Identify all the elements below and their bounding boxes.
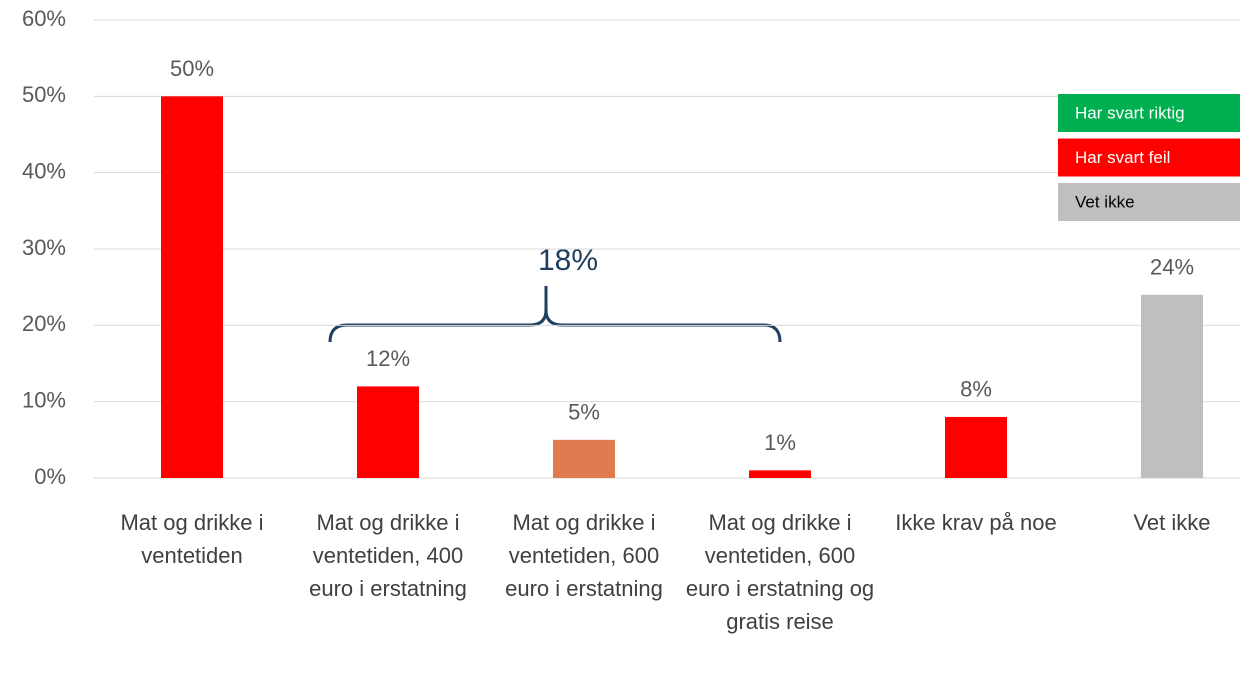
legend-label: Vet ikke <box>1075 192 1135 211</box>
legend-swatch <box>1058 94 1240 132</box>
x-tick-label: Ikke krav på noe <box>895 510 1057 535</box>
x-tick-label: Mat og drikke i ventetiden <box>120 510 264 568</box>
bar <box>553 439 615 478</box>
legend-swatch <box>1058 183 1240 221</box>
bar <box>161 96 223 478</box>
y-tick-label: 60% <box>22 6 66 31</box>
legend-label: Har svart riktig <box>1075 103 1185 122</box>
y-tick-label: 20% <box>22 311 66 336</box>
y-tick-label: 40% <box>22 158 66 183</box>
legend-label: Har svart feil <box>1075 148 1170 167</box>
y-tick-label: 0% <box>34 464 66 489</box>
value-label: 1% <box>764 430 796 455</box>
y-tick-label: 10% <box>22 387 66 412</box>
bar <box>357 386 419 478</box>
x-tick-label: Mat og drikke i ventetiden, 400 euro i e… <box>309 510 467 601</box>
bar <box>749 470 811 478</box>
bar <box>945 416 1007 478</box>
value-label: 5% <box>568 400 600 425</box>
value-label: 24% <box>1150 255 1194 280</box>
x-tick-label: Mat og drikke i ventetiden, 600 euro i e… <box>685 510 875 634</box>
legend-swatch <box>1058 138 1240 177</box>
x-tick-label: Mat og drikke i ventetiden, 600 euro i e… <box>505 510 663 601</box>
y-tick-label: 30% <box>22 235 66 260</box>
x-tick-label: Vet ikke <box>1133 510 1211 535</box>
y-tick-label: 50% <box>22 82 66 107</box>
bar <box>1141 294 1203 478</box>
value-label: 12% <box>366 346 410 371</box>
value-label: 50% <box>170 56 214 81</box>
brace <box>328 286 782 343</box>
value-label: 8% <box>960 377 992 402</box>
